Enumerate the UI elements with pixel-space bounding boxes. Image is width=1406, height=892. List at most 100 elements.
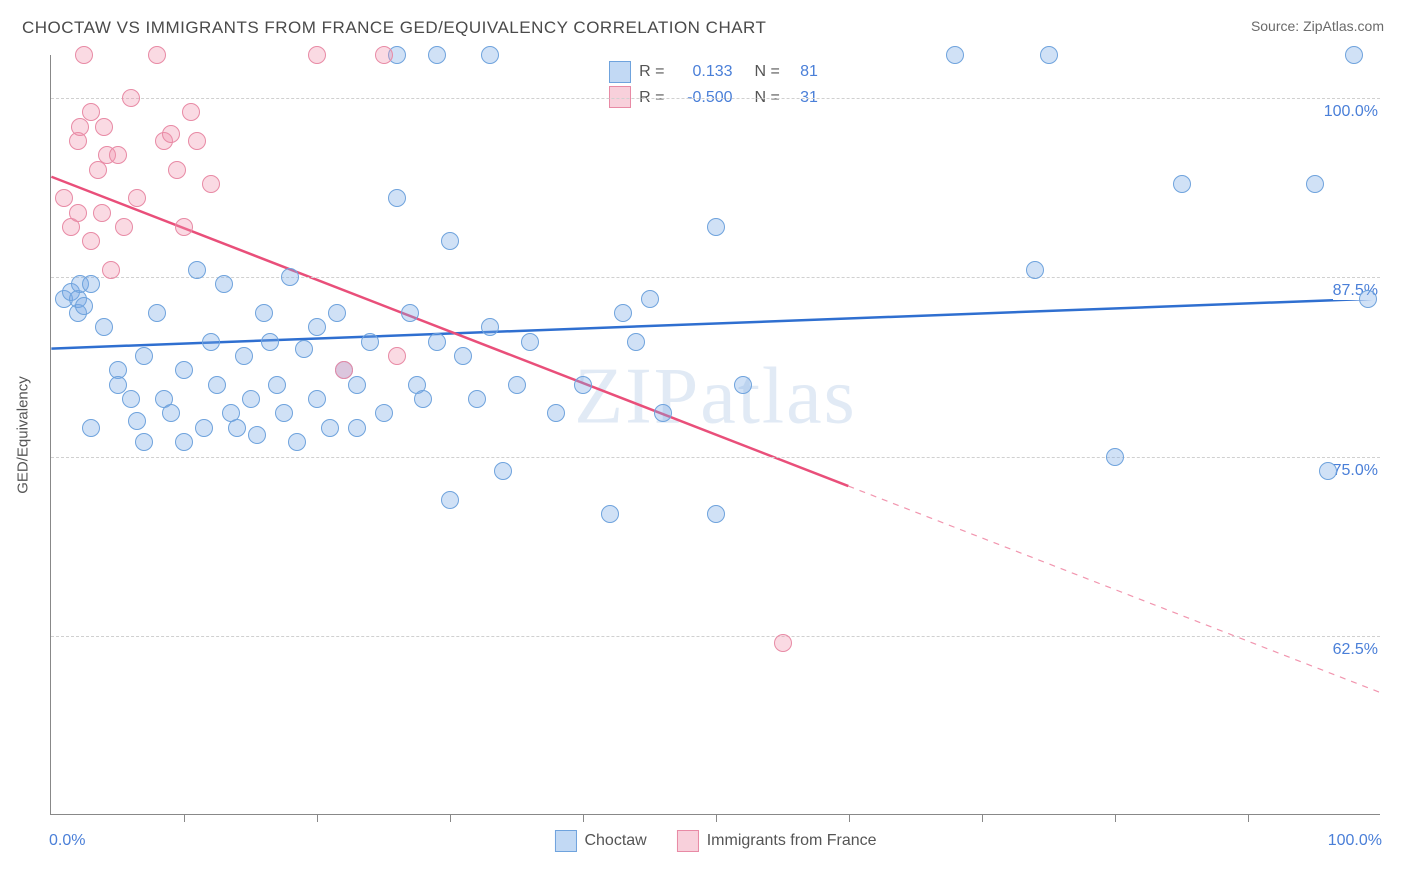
scatter-point — [82, 232, 100, 250]
scatter-point — [128, 189, 146, 207]
scatter-point — [175, 433, 193, 451]
scatter-point — [641, 290, 659, 308]
bottom-legend: Choctaw Immigrants from France — [554, 830, 876, 852]
scatter-point — [388, 347, 406, 365]
scatter-point — [308, 318, 326, 336]
scatter-point — [321, 419, 339, 437]
scatter-point — [1359, 290, 1377, 308]
scatter-point — [508, 376, 526, 394]
scatter-point — [261, 333, 279, 351]
x-tick — [1248, 814, 1249, 822]
source-label: Source: ZipAtlas.com — [1251, 18, 1384, 34]
scatter-point — [375, 404, 393, 422]
r-label: R = — [639, 59, 664, 85]
scatter-point — [168, 161, 186, 179]
scatter-point — [148, 46, 166, 64]
scatter-point — [228, 419, 246, 437]
scatter-point — [1106, 448, 1124, 466]
x-tick — [317, 814, 318, 822]
legend-item: Immigrants from France — [677, 830, 877, 852]
scatter-point — [468, 390, 486, 408]
scatter-point — [95, 118, 113, 136]
scatter-point — [202, 333, 220, 351]
scatter-point — [414, 390, 432, 408]
scatter-point — [135, 347, 153, 365]
scatter-point — [148, 304, 166, 322]
scatter-point — [441, 491, 459, 509]
scatter-point — [547, 404, 565, 422]
scatter-point — [627, 333, 645, 351]
legend-label: Choctaw — [584, 832, 646, 850]
scatter-point — [162, 125, 180, 143]
gridline — [51, 636, 1380, 637]
scatter-point — [55, 189, 73, 207]
scatter-point — [707, 218, 725, 236]
y-tick-label: 75.0% — [1333, 462, 1382, 480]
scatter-point — [388, 189, 406, 207]
scatter-point — [335, 361, 353, 379]
stats-legend: R = 0.133 N = 81R = -0.500 N = 31 — [609, 59, 818, 110]
legend-label: Immigrants from France — [707, 832, 877, 850]
scatter-point — [202, 175, 220, 193]
scatter-point — [109, 376, 127, 394]
scatter-point — [275, 404, 293, 422]
x-tick — [716, 814, 717, 822]
scatter-point — [69, 204, 87, 222]
scatter-point — [428, 46, 446, 64]
scatter-point — [1173, 175, 1191, 193]
scatter-point — [95, 318, 113, 336]
trend-line — [51, 298, 1379, 348]
r-value: 0.133 — [673, 59, 733, 85]
chart-title: CHOCTAW VS IMMIGRANTS FROM FRANCE GED/EQ… — [22, 18, 766, 38]
scatter-point — [162, 404, 180, 422]
n-value: 81 — [788, 59, 818, 85]
scatter-point — [268, 376, 286, 394]
scatter-point — [1306, 175, 1324, 193]
scatter-point — [481, 318, 499, 336]
scatter-point — [93, 204, 111, 222]
x-tick — [450, 814, 451, 822]
scatter-point — [208, 376, 226, 394]
x-tick — [184, 814, 185, 822]
scatter-point — [109, 146, 127, 164]
x-tick — [1115, 814, 1116, 822]
scatter-point — [521, 333, 539, 351]
y-tick-label: 62.5% — [1333, 641, 1382, 659]
scatter-point — [182, 103, 200, 121]
x-tick — [583, 814, 584, 822]
gridline — [51, 98, 1380, 99]
scatter-point — [242, 390, 260, 408]
scatter-point — [248, 426, 266, 444]
scatter-point — [281, 268, 299, 286]
scatter-point — [175, 361, 193, 379]
x-tick — [982, 814, 983, 822]
scatter-point — [75, 46, 93, 64]
y-tick-label: 100.0% — [1324, 103, 1382, 121]
scatter-point — [361, 333, 379, 351]
scatter-point — [734, 376, 752, 394]
scatter-point — [614, 304, 632, 322]
scatter-point — [195, 419, 213, 437]
scatter-point — [1040, 46, 1058, 64]
scatter-point — [308, 46, 326, 64]
scatter-point — [75, 297, 93, 315]
n-label: N = — [755, 59, 780, 85]
legend-swatch — [554, 830, 576, 852]
scatter-point — [774, 634, 792, 652]
legend-swatch — [609, 61, 631, 83]
scatter-point — [102, 261, 120, 279]
scatter-point — [128, 412, 146, 430]
gridline — [51, 457, 1380, 458]
scatter-point — [308, 390, 326, 408]
watermark: ZIPatlas — [574, 351, 857, 442]
x-axis-min-label: 0.0% — [49, 832, 85, 850]
y-axis-title: GED/Equivalency — [15, 376, 32, 494]
scatter-point — [122, 390, 140, 408]
scatter-point — [946, 46, 964, 64]
scatter-point — [375, 46, 393, 64]
scatter-point — [1345, 46, 1363, 64]
x-tick — [849, 814, 850, 822]
legend-item: Choctaw — [554, 830, 646, 852]
chart-plot-area: GED/Equivalency ZIPatlas R = 0.133 N = 8… — [50, 55, 1380, 815]
scatter-point — [1026, 261, 1044, 279]
